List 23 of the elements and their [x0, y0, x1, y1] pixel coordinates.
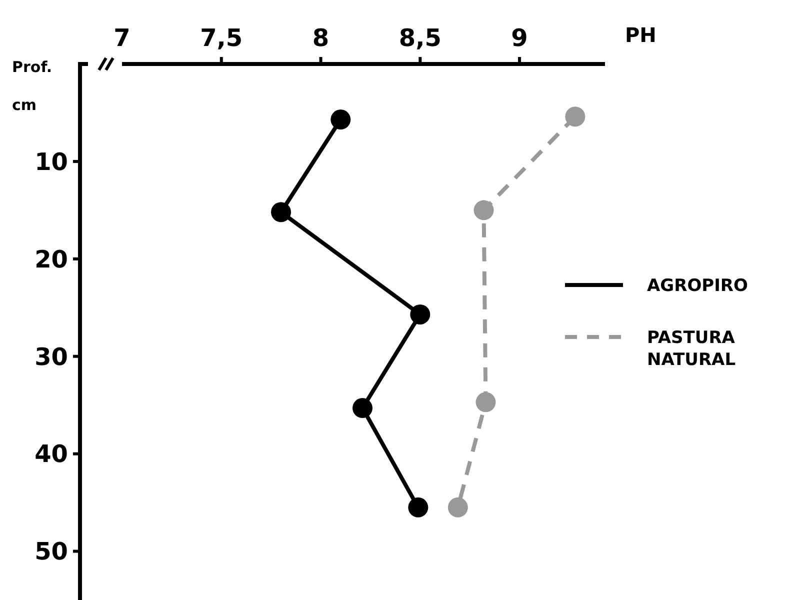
point [565, 106, 586, 127]
point [330, 110, 351, 130]
legend-label: PASTURA NATURAL [647, 328, 736, 370]
point [271, 202, 292, 222]
point [474, 200, 494, 220]
y-tick-label: 20 [34, 245, 68, 274]
legend-label: AGROPIRO [647, 276, 748, 296]
point [410, 304, 430, 324]
text: Prof. cm [12, 58, 52, 114]
x-tick-label: 9 [511, 24, 528, 52]
y-tick-label: 10 [34, 148, 68, 176]
y-tick-label: 50 [34, 538, 68, 566]
point [476, 392, 496, 412]
point [408, 497, 428, 518]
point [352, 398, 373, 418]
x-tick-label: 7,5 [200, 24, 243, 52]
x-axis-title: PH [625, 23, 656, 47]
point [448, 497, 468, 518]
y-tick-label: 30 [34, 342, 68, 371]
x-tick-label: 7 [114, 24, 130, 52]
x-tick-label: 8,5 [398, 24, 442, 52]
x-tick-label: 8 [312, 24, 330, 52]
y-tick-label: 40 [34, 440, 68, 468]
